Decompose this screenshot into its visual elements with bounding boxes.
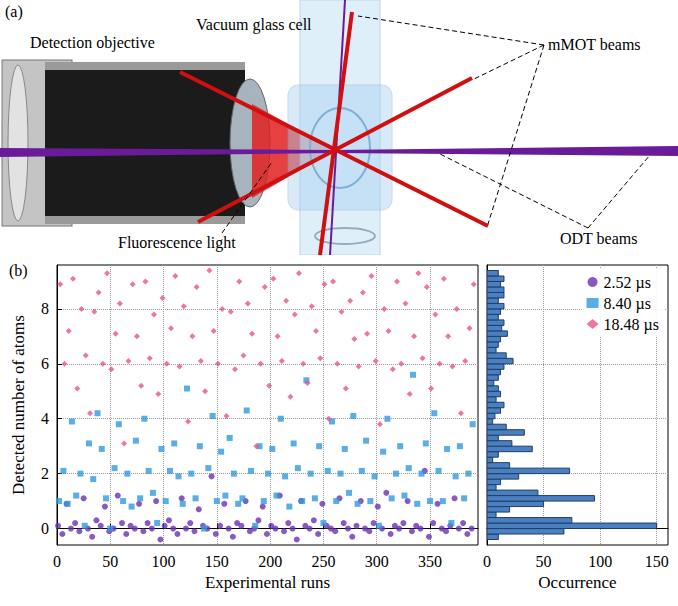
svg-text:Fluorescence light: Fluorescence light (118, 234, 236, 252)
svg-text:100: 100 (152, 553, 176, 570)
svg-text:(a): (a) (5, 3, 23, 21)
svg-text:Detected number of atoms: Detected number of atoms (9, 315, 28, 495)
svg-text:18.48 µs: 18.48 µs (604, 316, 659, 334)
svg-text:mMOT beams: mMOT beams (548, 36, 641, 53)
svg-text:4: 4 (41, 410, 49, 427)
svg-text:250: 250 (311, 553, 335, 570)
svg-text:0: 0 (53, 553, 61, 570)
svg-text:50: 50 (536, 553, 552, 570)
svg-text:(b): (b) (9, 262, 28, 280)
svg-text:0: 0 (483, 553, 491, 570)
svg-text:ODT beams: ODT beams (560, 230, 637, 247)
svg-text:350: 350 (418, 553, 442, 570)
svg-text:Vacuum glass cell: Vacuum glass cell (196, 16, 312, 34)
svg-text:50: 50 (102, 553, 118, 570)
svg-text:Experimental runs: Experimental runs (205, 573, 330, 592)
svg-text:2.52 µs: 2.52 µs (604, 274, 651, 292)
svg-text:150: 150 (205, 553, 229, 570)
svg-text:Detection objective: Detection objective (30, 34, 155, 52)
svg-text:0: 0 (41, 520, 49, 537)
svg-text:6: 6 (41, 355, 49, 372)
svg-text:150: 150 (645, 553, 669, 570)
svg-text:8: 8 (41, 300, 49, 317)
svg-text:100: 100 (588, 553, 612, 570)
svg-text:8.40 µs: 8.40 µs (604, 295, 651, 313)
svg-text:300: 300 (365, 553, 389, 570)
svg-text:200: 200 (258, 553, 282, 570)
svg-text:Occurrence: Occurrence (538, 573, 616, 592)
svg-text:2: 2 (41, 465, 49, 482)
